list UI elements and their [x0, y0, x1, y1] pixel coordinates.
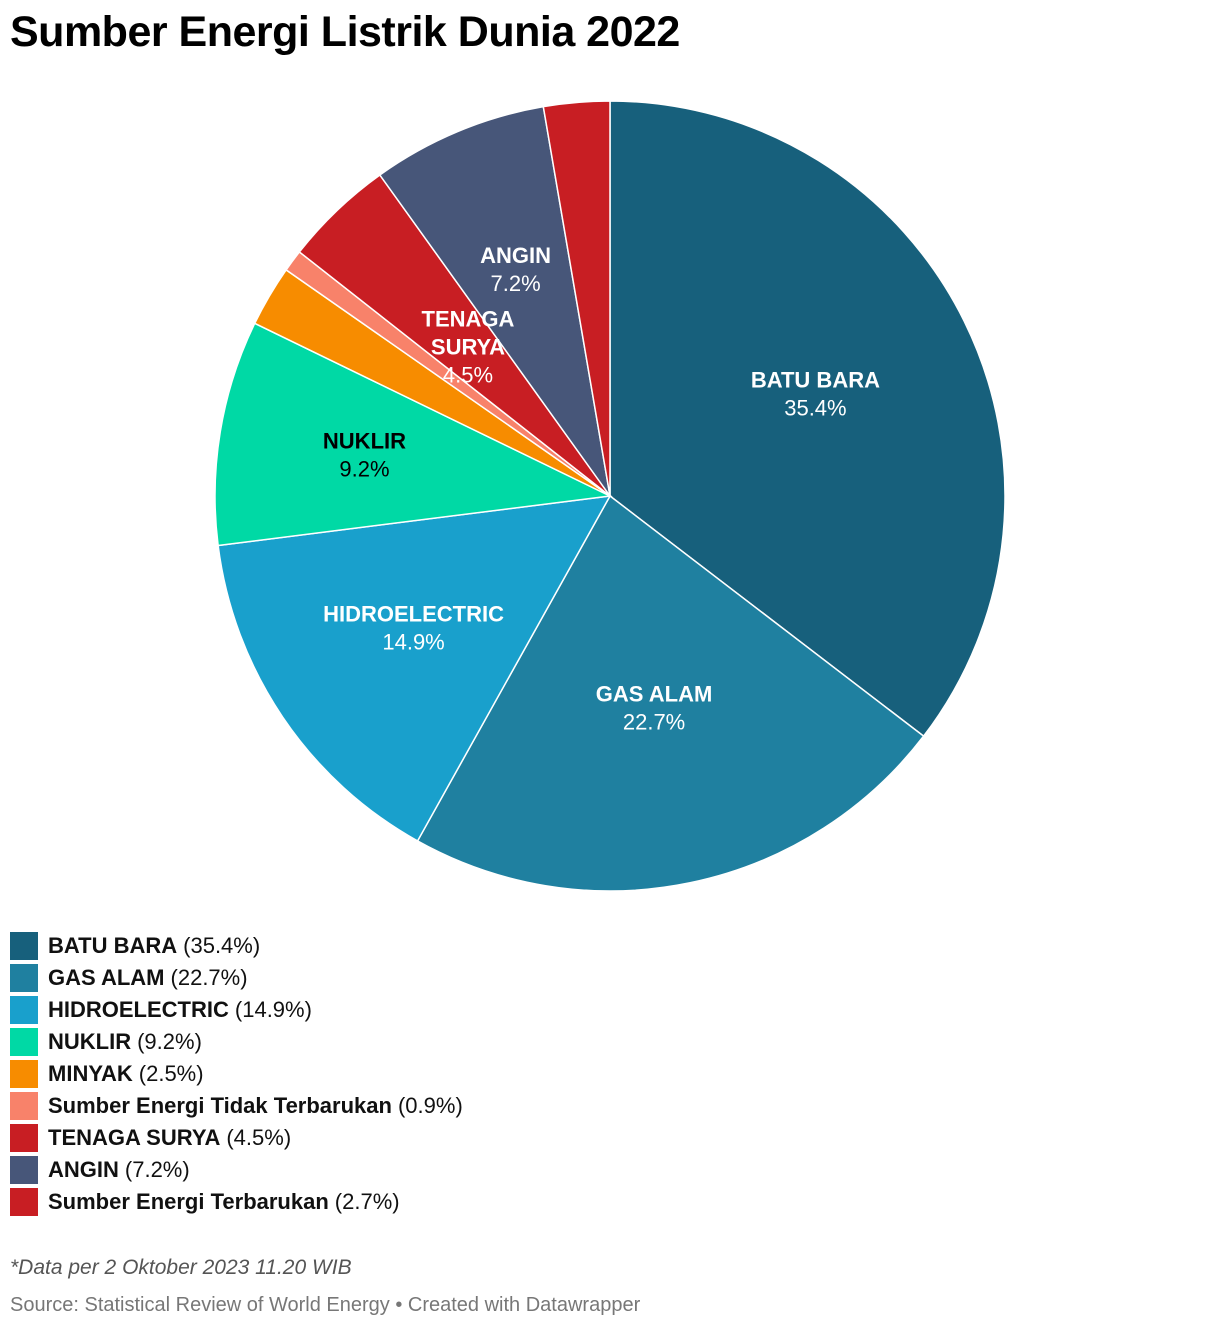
- legend-label: GAS ALAM: [48, 965, 165, 990]
- legend-swatch: [10, 1156, 38, 1184]
- legend-value: (35.4%): [183, 933, 261, 958]
- legend-label: Sumber Energi Tidak Terbarukan: [48, 1093, 392, 1118]
- legend: BATU BARA (35.4%) GAS ALAM (22.7%) HIDROELEC…: [10, 930, 463, 1218]
- slice-label: TENAGA SURYA 4.5%: [422, 307, 515, 388]
- legend-value: (22.7%): [170, 965, 248, 990]
- legend-label: BATU BARA: [48, 933, 178, 958]
- pie-slices: [214, 100, 1006, 892]
- legend-value: (4.5%): [226, 1125, 292, 1150]
- legend-swatch: [10, 964, 38, 992]
- slice-label-value: 4.5%: [443, 363, 493, 388]
- legend-value: (2.5%): [138, 1061, 204, 1086]
- slice-label-name: HIDROELECTRIC: [323, 602, 504, 627]
- slice-label-name: ANGIN: [480, 243, 551, 268]
- pie-slice-gas-alam: [416, 494, 925, 892]
- legend-swatch: [10, 1188, 38, 1216]
- legend-swatch: [10, 932, 38, 960]
- pie-chart: BATU BARA 35.4% GAS ALAM 22.7% HIDROELECTRIC…: [214, 100, 1006, 892]
- slice-label: ANGIN 7.2%: [480, 243, 551, 296]
- slice-label-name: BATU BARA: [751, 368, 880, 393]
- pie-slice-angin: [378, 105, 611, 497]
- legend-swatch: [10, 996, 38, 1024]
- slice-label-value: 35.4%: [784, 396, 846, 421]
- slice-label: HIDROELECTRIC 14.9%: [323, 602, 504, 655]
- legend-value: (2.7%): [334, 1189, 400, 1214]
- slice-label: BATU BARA 35.4%: [751, 368, 880, 421]
- legend-value: (7.2%): [124, 1157, 190, 1182]
- legend-item: HIDROELECTRIC (14.9%): [10, 994, 463, 1026]
- legend-swatch: [10, 1092, 38, 1120]
- slice-label-value: 14.9%: [382, 630, 444, 655]
- legend-item: MINYAK (2.5%): [10, 1058, 463, 1090]
- slice-label-value: 22.7%: [623, 710, 685, 735]
- legend-swatch: [10, 1028, 38, 1056]
- pie-slice-nuklir: [214, 322, 613, 547]
- legend-swatch: [10, 1060, 38, 1088]
- slice-label-name: SURYA: [431, 335, 505, 360]
- slice-label: NUKLIR 9.2%: [323, 429, 406, 482]
- chart-title: Sumber Energi Listrik Dunia 2022: [10, 8, 680, 56]
- legend-label: HIDROELECTRIC: [48, 997, 229, 1022]
- footnote: *Data per 2 Oktober 2023 11.20 WIB: [10, 1256, 352, 1279]
- legend-swatch: [10, 1124, 38, 1152]
- slice-label: GAS ALAM 22.7%: [596, 682, 713, 735]
- legend-label: MINYAK: [48, 1061, 133, 1086]
- legend-label: Sumber Energi Terbarukan: [48, 1189, 329, 1214]
- slice-label-name: NUKLIR: [323, 429, 406, 454]
- slice-label-name: TENAGA: [422, 307, 515, 332]
- legend-value: (9.2%): [137, 1029, 202, 1054]
- legend-label: NUKLIR: [48, 1029, 132, 1054]
- slice-label-name: GAS ALAM: [596, 682, 713, 707]
- legend-item: ANGIN (7.2%): [10, 1154, 463, 1186]
- pie-slice-labels: BATU BARA 35.4% GAS ALAM 22.7% HIDROELECTRIC…: [323, 243, 880, 735]
- legend-item: GAS ALAM (22.7%): [10, 962, 463, 994]
- legend-label: ANGIN: [48, 1157, 119, 1182]
- legend-item: NUKLIR (9.2%): [10, 1026, 463, 1058]
- slice-label-value: 7.2%: [490, 271, 540, 296]
- pie-slice-batu-bara: [609, 100, 1006, 738]
- legend-item: BATU BARA (35.4%): [10, 930, 463, 962]
- pie-slice-sumber-energi-terbarukan: [542, 100, 611, 497]
- slice-label-value: 9.2%: [339, 457, 389, 482]
- legend-item: TENAGA SURYA (4.5%): [10, 1122, 463, 1154]
- legend-label: TENAGA SURYA: [48, 1125, 221, 1150]
- legend-value: (0.9%): [397, 1093, 463, 1118]
- source-credit: Source: Statistical Review of World Ener…: [10, 1294, 641, 1316]
- legend-item: Sumber Energi Tidak Terbarukan (0.9%): [10, 1090, 463, 1122]
- pie-slice-hidroelectric: [217, 495, 612, 842]
- legend-item: Sumber Energi Terbarukan (2.7%): [10, 1186, 463, 1218]
- legend-value: (14.9%): [234, 997, 312, 1022]
